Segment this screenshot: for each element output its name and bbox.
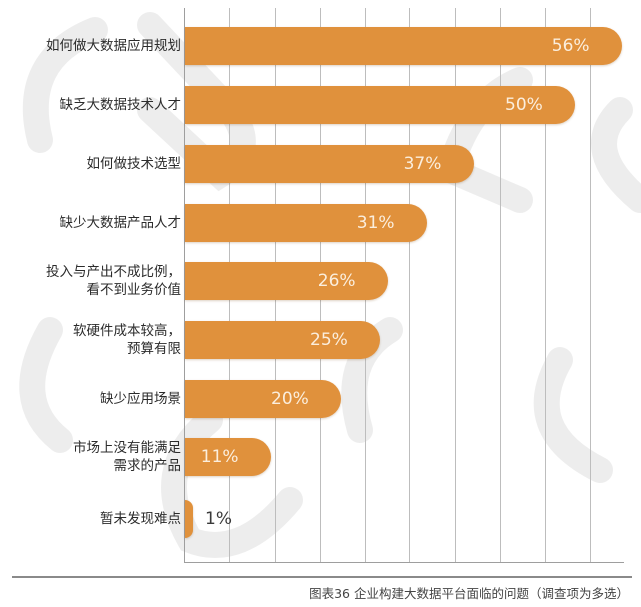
bar (185, 438, 271, 476)
value-label: 50% (505, 95, 543, 115)
category-label-line: 缺乏大数据技术人才 (59, 97, 182, 113)
gridline (545, 8, 546, 563)
bar-row: 软硬件成本较高， 预算有限 25% (0, 321, 641, 359)
bar (185, 380, 341, 418)
category-label-line: 市场上没有能满足 (73, 440, 181, 456)
category-label: 缺少应用场景 (100, 380, 181, 418)
y-axis-line (184, 8, 185, 563)
bar (185, 27, 622, 65)
value-label: 31% (356, 213, 395, 233)
category-label-line: 缺少应用场景 (100, 391, 181, 407)
chart-caption: 图表36 企业构建大数据平台面临的问题（调查项为多选） (309, 586, 629, 601)
category-label: 缺少大数据产品人才 (60, 204, 182, 242)
category-label-line: 如何做大数据应用规划 (46, 38, 181, 54)
bar-row: 缺乏大数据技术人才 50% (0, 86, 641, 124)
category-label: 市场上没有能满足需求的产品 (73, 438, 181, 476)
bar-row: 如何做技术选型 37% (0, 145, 641, 183)
bar-row: 暂未发现难点 1% (0, 500, 641, 538)
value-label: 37% (403, 154, 442, 174)
bar (185, 145, 474, 183)
category-label-line: 需求的产品 (113, 458, 182, 474)
bar-row: 缺少应用场景 20% (0, 380, 641, 418)
bar (185, 500, 193, 538)
value-label: 26% (317, 271, 356, 291)
bar (185, 262, 388, 300)
bar (185, 204, 427, 242)
x-axis-line (184, 562, 624, 563)
category-label: 如何做技术选型 (87, 145, 182, 183)
category-label-line: 缺少大数据产品人才 (59, 215, 182, 231)
value-label: 56% (551, 36, 590, 56)
category-label: 投入与产出不成比例， 看不到业务价值 (46, 262, 181, 300)
category-label: 软硬件成本较高， 预算有限 (73, 321, 181, 359)
bar (185, 86, 575, 124)
category-label-line: 投入与产出不成比例， (46, 264, 181, 280)
value-label: 20% (271, 389, 309, 409)
bar-row: 市场上没有能满足需求的产品 11% (0, 438, 641, 476)
bar-row: 投入与产出不成比例， 看不到业务价值 26% (0, 262, 641, 300)
gridline (455, 8, 456, 563)
gridline (590, 8, 591, 563)
gridline (409, 8, 410, 563)
value-label: 11% (200, 447, 239, 467)
category-label-line: 暂未发现难点 (100, 511, 181, 527)
bar (185, 321, 380, 359)
category-label-line: 软硬件成本较高， (73, 323, 181, 339)
bar-row: 缺少大数据产品人才 31% (0, 204, 641, 242)
category-label: 缺乏大数据技术人才 (60, 86, 182, 124)
category-label-line: 预算有限 (127, 341, 181, 357)
category-label-line: 看不到业务价值 (86, 282, 182, 298)
category-label: 暂未发现难点 (100, 500, 181, 538)
category-label-line: 如何做技术选型 (86, 156, 182, 172)
value-label: 25% (310, 330, 348, 350)
caption-divider (12, 576, 632, 578)
gridline (500, 8, 501, 563)
value-label: 1% (205, 509, 232, 529)
bar-row: 如何做大数据应用规划 56% (0, 27, 641, 65)
category-label: 如何做大数据应用规划 (46, 27, 181, 65)
